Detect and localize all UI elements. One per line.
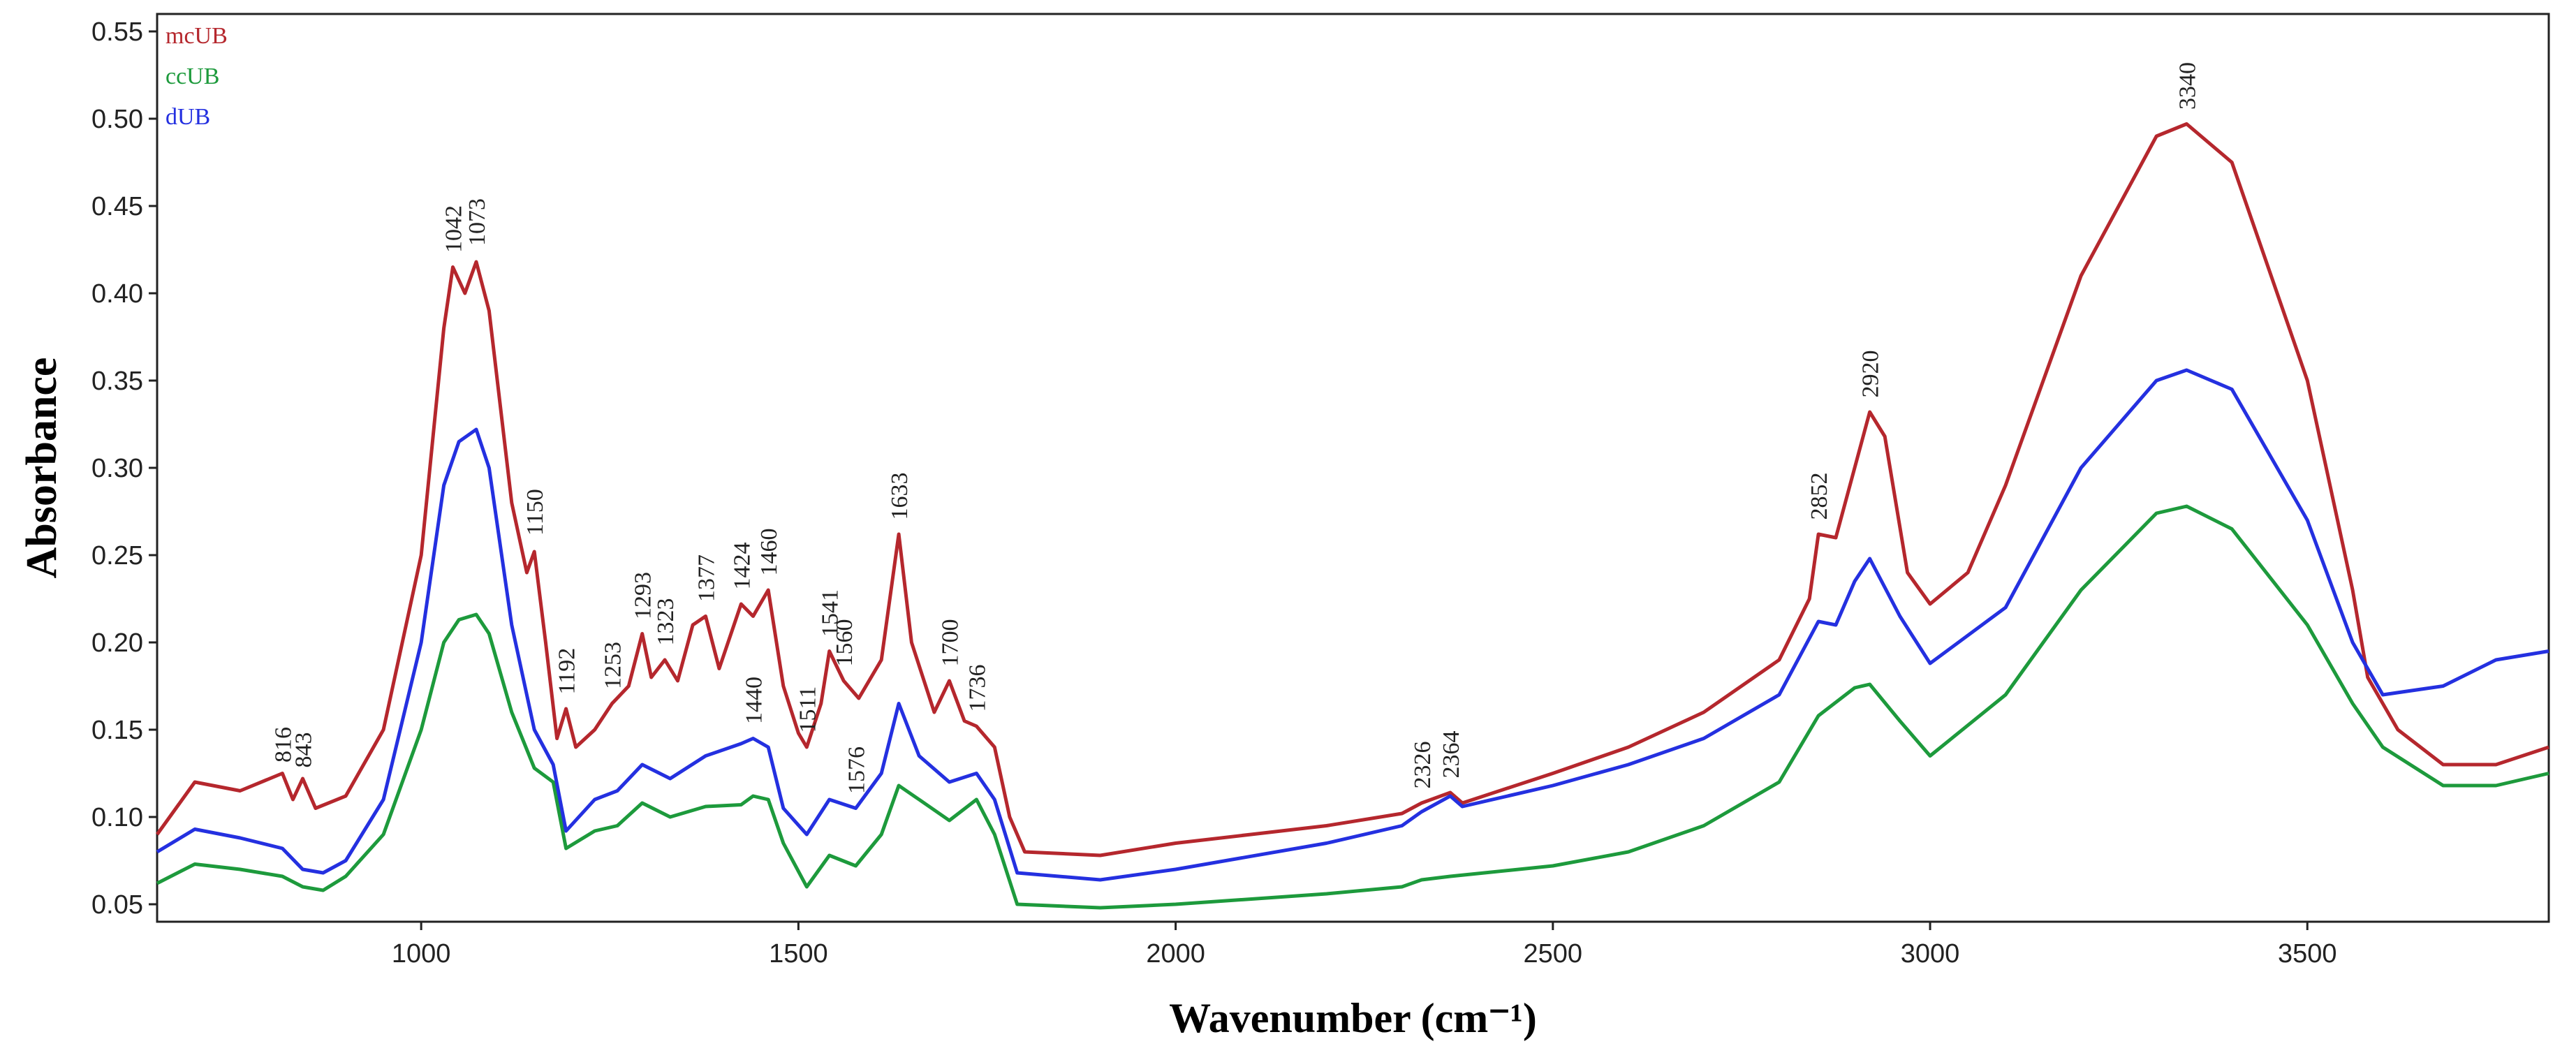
peak-label: 1150 — [522, 489, 548, 536]
peak-label: 2920 — [1858, 350, 1884, 397]
peak-label: 1424 — [729, 543, 755, 590]
peak-label: 843 — [291, 732, 317, 767]
peak-label: 2326 — [1410, 741, 1436, 788]
x-tick-label: 3000 — [1901, 939, 1960, 969]
y-tick-label: 0.30 — [91, 454, 143, 483]
peak-label: 1460 — [756, 529, 782, 576]
y-tick-label: 0.05 — [91, 890, 143, 920]
legend-entry-mcUB: mcUB — [165, 23, 228, 49]
plot-frame — [156, 13, 2550, 923]
peak-label: 1042 — [441, 205, 467, 253]
peak-label: 1323 — [653, 598, 679, 645]
peak-label: 1541 — [818, 589, 844, 637]
x-tick-label: 2000 — [1146, 939, 1205, 969]
y-tick-label: 0.35 — [91, 367, 143, 396]
peak-label: 1440 — [742, 677, 767, 724]
peak-label: 2852 — [1806, 472, 1832, 520]
peak-label: 1560 — [832, 619, 858, 666]
y-tick-label: 0.45 — [91, 192, 143, 221]
y-tick-label: 0.55 — [91, 17, 143, 47]
x-axis-title: Wavenumber (cm⁻¹) — [1169, 995, 1537, 1041]
peak-label: 1073 — [464, 198, 490, 246]
y-tick-label: 0.20 — [91, 628, 143, 658]
peak-label: 1192 — [554, 648, 580, 695]
x-tick-label: 2500 — [1524, 939, 1583, 969]
peak-label: 1511 — [795, 686, 820, 733]
y-axis-title: Absorbance — [18, 358, 66, 579]
x-axis-ticks: 1000 1500 2000 2500 3000 3500 — [392, 922, 2337, 969]
y-tick-label: 0.40 — [91, 279, 143, 309]
x-tick-label: 1000 — [392, 939, 451, 969]
series-line-dUB — [156, 368, 2549, 882]
legend: mcUB ccUB dUB — [165, 23, 228, 130]
legend-entry-ccUB: ccUB — [165, 64, 219, 89]
peak-label: 2364 — [1438, 731, 1464, 779]
peak-label: 1253 — [601, 642, 626, 689]
y-tick-label: 0.50 — [91, 105, 143, 134]
series-layer — [155, 122, 2549, 910]
peak-label: 1700 — [938, 619, 964, 667]
y-axis-ticks: 0.05 0.10 0.15 0.20 0.25 0.30 0.35 0.40 0.45 0.50… — [91, 17, 157, 920]
peak-label: 1736 — [964, 665, 990, 712]
y-tick-label: 0.10 — [91, 803, 143, 832]
y-tick-label: 0.25 — [91, 541, 143, 570]
x-tick-label: 3500 — [2278, 939, 2337, 969]
peak-label: 816 — [270, 727, 296, 763]
series-line-mcUB — [155, 122, 2549, 857]
legend-entry-dUB: dUB — [165, 104, 210, 130]
peak-label: 1576 — [844, 746, 870, 794]
series-line-ccUB — [156, 504, 2549, 910]
x-tick-label: 1500 — [769, 939, 828, 969]
peak-label: 1377 — [694, 554, 720, 602]
plot-area — [156, 13, 2550, 923]
peak-label: 1633 — [887, 473, 913, 520]
peak-label: 3340 — [2174, 62, 2200, 110]
peak-label: 1293 — [631, 572, 656, 619]
y-tick-label: 0.15 — [91, 716, 143, 745]
